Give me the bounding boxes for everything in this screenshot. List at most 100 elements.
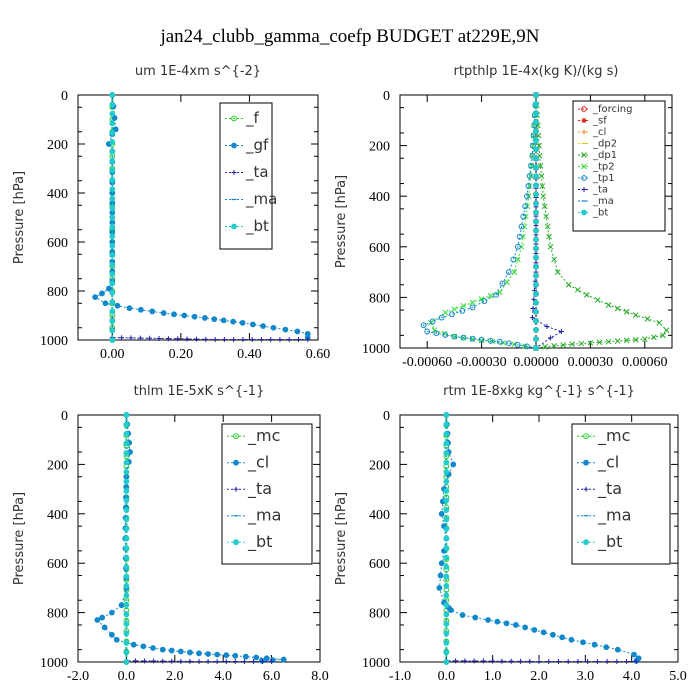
- y-tick-label: 200: [47, 458, 68, 473]
- point-bt: [443, 507, 450, 513]
- point-bt: [533, 290, 539, 297]
- point-bt: [443, 535, 450, 542]
- x-tick-label: 3.0: [577, 669, 595, 684]
- point-tp2: [431, 327, 438, 334]
- point-bt: [533, 173, 539, 180]
- legend-label: _ma: [245, 190, 277, 209]
- legend-label: _bt: [592, 208, 608, 219]
- point-bt: [123, 412, 130, 418]
- point-ta: [530, 306, 536, 312]
- point-bt: [533, 119, 539, 126]
- point-bt: [123, 450, 130, 456]
- x-tick-label: 0.20: [169, 347, 194, 362]
- legend-label: _ta: [597, 479, 622, 499]
- point-cl: [485, 617, 491, 623]
- x-tick-label: 0.00060: [622, 355, 668, 370]
- point-bt: [123, 421, 130, 428]
- point-ta: [453, 658, 459, 664]
- point-dp1: [565, 281, 572, 288]
- point-ta: [295, 337, 301, 343]
- point-bt: [533, 254, 539, 261]
- legend-label: _tp1: [592, 173, 615, 184]
- point-gf: [102, 300, 109, 307]
- point-tp1: [478, 336, 485, 343]
- point-bt: [443, 459, 450, 466]
- legend-label: _cl: [247, 453, 269, 473]
- y-tick-label: 1000: [40, 656, 68, 671]
- legend-marker: [231, 142, 237, 149]
- point-tp1: [524, 193, 530, 200]
- point-ta: [633, 659, 639, 665]
- point-bt: [443, 497, 450, 504]
- point-gf: [191, 313, 198, 320]
- point-dp1: [641, 336, 648, 342]
- point-tp1: [505, 340, 512, 347]
- y-tick-label: 400: [369, 508, 390, 523]
- point-bt: [123, 431, 130, 437]
- point-ta: [260, 659, 266, 665]
- point-ta: [462, 658, 468, 664]
- point-bt: [123, 440, 130, 447]
- point-ta: [565, 659, 571, 665]
- point-bt: [533, 218, 539, 225]
- point-bt: [443, 478, 450, 485]
- y-tick-label: 0: [383, 89, 390, 104]
- point-cl: [580, 639, 586, 646]
- point-tp2: [478, 337, 485, 344]
- point-tp1: [526, 173, 533, 179]
- panel-4: rtm 1E-8xkg kg^{-1} s^{-1} 0 200 400 600 800 1…: [334, 384, 687, 684]
- legend-label: _bt: [597, 532, 622, 552]
- point-dp1: [632, 336, 639, 343]
- point-bt: [533, 308, 539, 315]
- point-ta: [119, 335, 125, 341]
- point-gf: [181, 312, 188, 319]
- point-ta: [184, 336, 190, 342]
- point-bt: [443, 640, 450, 646]
- point-ta: [231, 337, 237, 343]
- point-bt: [443, 630, 450, 637]
- point-ta: [529, 315, 535, 321]
- legend-marker: [581, 175, 587, 181]
- y-tick-label: 200: [47, 138, 68, 153]
- legend-marker: [581, 163, 587, 170]
- point-bt: [123, 630, 130, 637]
- point-cl: [101, 624, 108, 631]
- point-dp1: [663, 327, 670, 334]
- point-dp1: [660, 332, 666, 339]
- panel-3: thlm 1E-5xK s^{-1} 0 200 400 600 800 1000-2.0 0…: [12, 384, 329, 684]
- legend: _f _gf _ta _ma _bt: [219, 102, 277, 250]
- point-bt: [123, 564, 130, 570]
- point-cl: [522, 624, 528, 631]
- point-dp1: [623, 337, 630, 344]
- point-ta: [614, 659, 620, 665]
- point-bt: [109, 261, 116, 268]
- x-tick-label: 2.0: [166, 669, 184, 684]
- point-bt: [123, 592, 130, 599]
- point-gf: [112, 126, 119, 133]
- legend-marker: [581, 209, 587, 216]
- x-tick-label: 0.00030: [568, 355, 614, 370]
- point-ta: [151, 658, 157, 664]
- point-bt: [443, 421, 450, 428]
- point-ta: [286, 337, 292, 343]
- point-bt: [123, 459, 130, 466]
- legend: _mc _cl _ta _ma _bt: [571, 423, 671, 565]
- point-bt: [533, 209, 539, 216]
- point-dp1: [605, 338, 612, 345]
- y-axis-label: Pressure [hPa]: [12, 171, 27, 264]
- point-gf: [282, 326, 289, 333]
- point-dp1: [551, 256, 557, 263]
- legend-marker: [581, 187, 587, 192]
- x-tick-label: 4.0: [214, 669, 232, 684]
- y-tick-label: 400: [47, 187, 68, 202]
- figure-title: jan24_clubb_gamma_coefp BUDGET at229E,9N: [159, 26, 539, 47]
- point-dp1: [656, 319, 663, 326]
- point-bt: [533, 128, 539, 135]
- point-gf: [211, 316, 218, 323]
- point-cl: [503, 620, 510, 627]
- point-bt: [109, 308, 116, 315]
- point-dp1: [569, 341, 576, 348]
- point-bt: [123, 659, 130, 665]
- point-tp1: [442, 332, 449, 338]
- point-cl: [603, 644, 610, 651]
